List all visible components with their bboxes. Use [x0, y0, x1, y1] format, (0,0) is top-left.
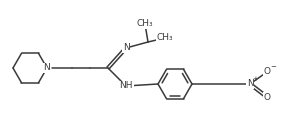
Text: O: O — [263, 67, 271, 77]
Text: CH₃: CH₃ — [137, 19, 153, 29]
Text: N: N — [123, 44, 129, 52]
Text: O: O — [263, 93, 271, 102]
Text: +: + — [252, 76, 258, 82]
Text: N: N — [247, 79, 253, 89]
Text: CH₃: CH₃ — [157, 33, 173, 43]
Text: N: N — [44, 63, 50, 73]
Text: −: − — [270, 64, 276, 70]
Text: NH: NH — [119, 81, 133, 91]
